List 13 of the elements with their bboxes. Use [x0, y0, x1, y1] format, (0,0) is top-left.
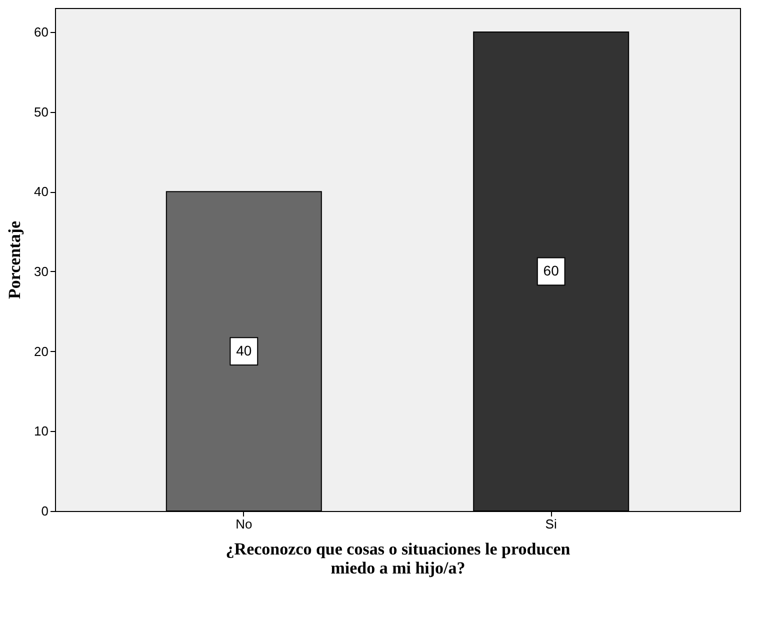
y-tick-label: 40	[34, 184, 48, 200]
x-tick-label: Si	[545, 516, 557, 532]
y-tick-label: 30	[34, 264, 48, 279]
data-label: 60	[543, 262, 560, 278]
y-tick-label: 50	[34, 104, 48, 120]
y-tick-label: 20	[34, 344, 48, 359]
y-tick-label: 60	[34, 24, 48, 40]
y-tick-label: 0	[41, 504, 48, 518]
x-axis-title: ¿Reconozco que cosas o situaciones le producen miedo a mi hijo/a?	[226, 540, 571, 578]
y-tick-label: 10	[34, 424, 48, 439]
x-tick-label: No	[236, 516, 252, 532]
data-label: 40	[236, 342, 252, 358]
y-axis-title: Porcentaje	[5, 220, 24, 300]
